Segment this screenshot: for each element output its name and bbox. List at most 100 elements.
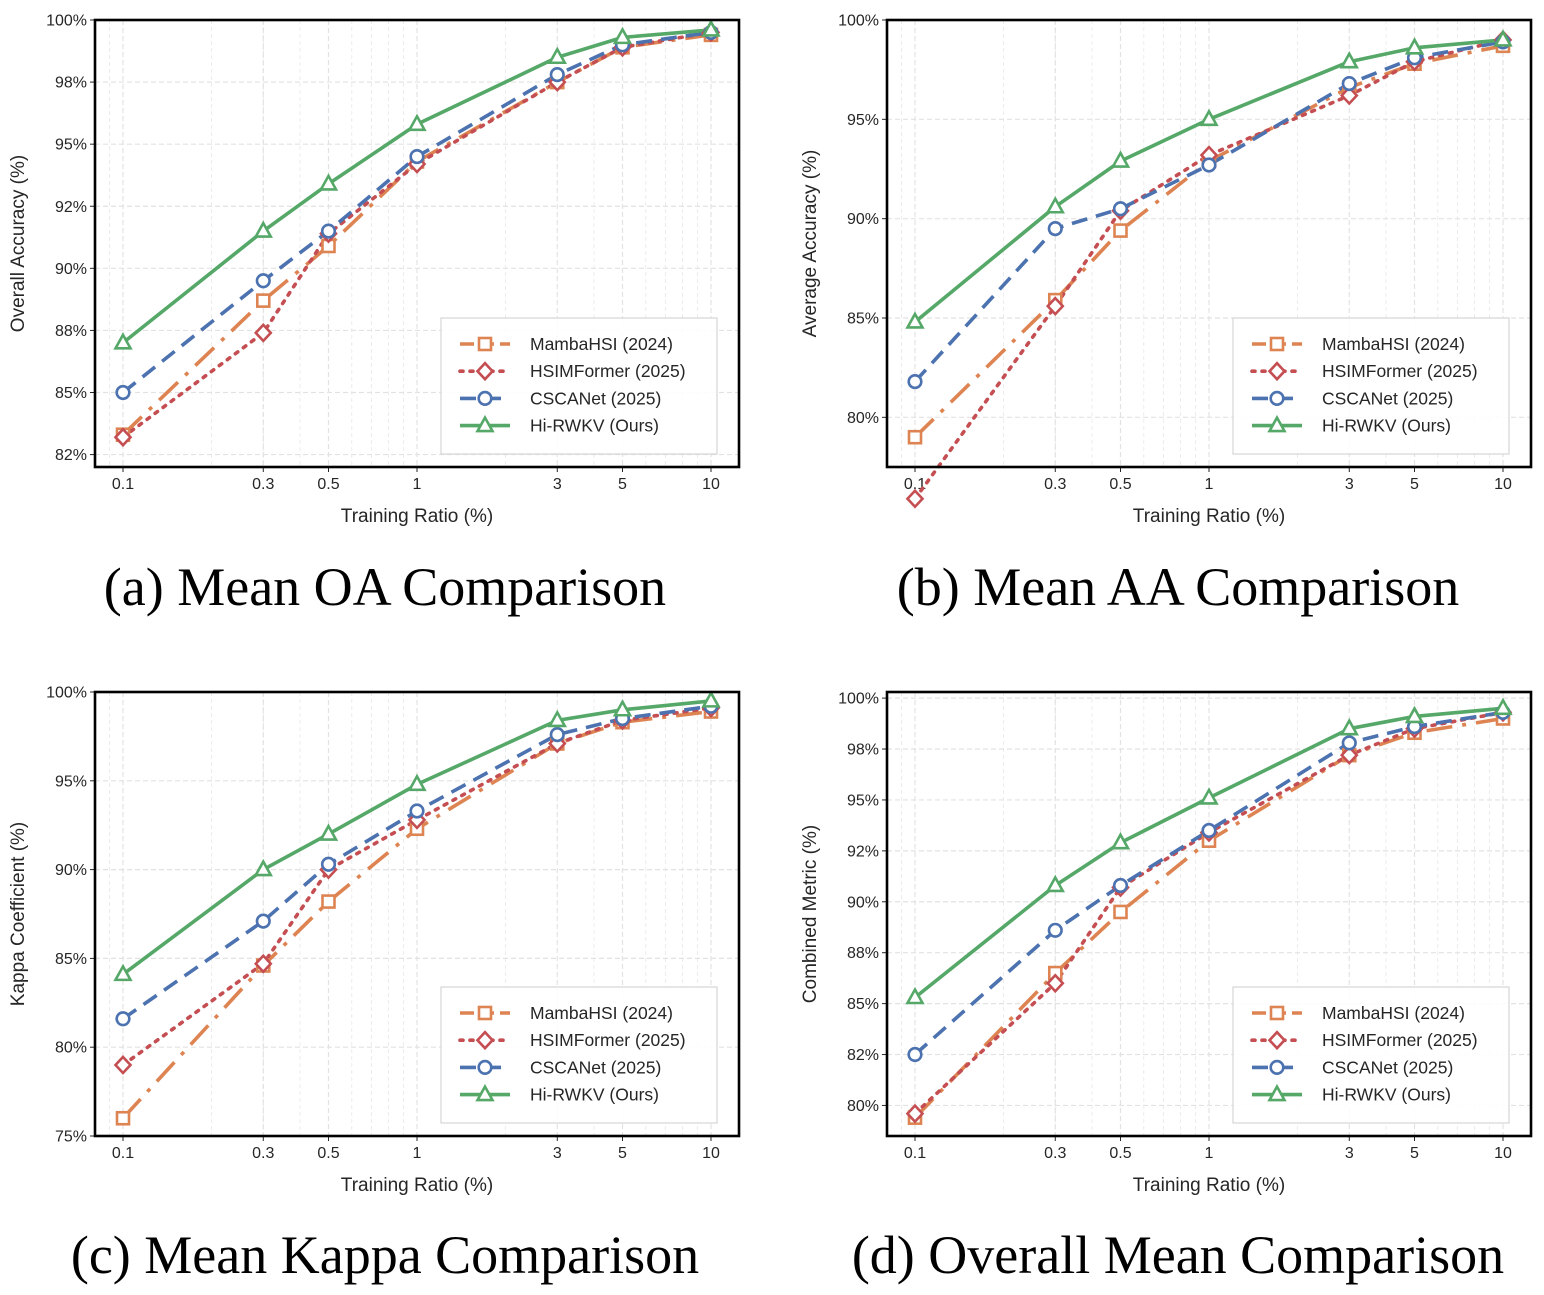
data-point	[1045, 973, 1065, 994]
y-tick-label: 95%	[847, 112, 879, 129]
x-tick-label: 0.5	[317, 1145, 339, 1162]
x-tick-label: 3	[553, 1145, 562, 1162]
y-tick-label: 92%	[847, 843, 879, 860]
y-tick-label: 98%	[847, 742, 879, 759]
legend-swatch-marker	[477, 1059, 493, 1075]
data-point	[253, 220, 273, 238]
data-point	[612, 26, 633, 45]
plot-frame	[885, 18, 1533, 469]
plot-frame	[885, 690, 1533, 1138]
legend-swatch-marker	[475, 1083, 495, 1102]
x-tick-label: 5	[1410, 1145, 1419, 1162]
data-point	[409, 148, 425, 165]
data-point	[253, 953, 273, 974]
chart-panel-a: (a) Mean OA Comparison 0.1 0.3 0.5 1 3 5 10 82%…	[8, 13, 741, 617]
y-tick-label: 90%	[847, 894, 879, 911]
y-tick-label: 82%	[847, 1047, 879, 1064]
legend-swatch-marker	[477, 336, 493, 352]
plot-frame	[93, 690, 741, 1138]
y-tick-label: 100%	[46, 13, 87, 30]
legend-label: MambaHSI (2024)	[1322, 334, 1465, 354]
y-tick-label: 95%	[55, 137, 87, 154]
x-axis-title: Training Ratio (%)	[1133, 1175, 1285, 1196]
chart-panel-c: (c) Mean Kappa Comparison 0.1 0.3 0.5 1 3 5 10…	[8, 685, 741, 1285]
legend-swatch-marker	[1269, 1005, 1285, 1021]
data-point	[253, 322, 273, 343]
legend-label: CSCANet (2025)	[1322, 1057, 1453, 1077]
y-tick-label: 82%	[55, 447, 87, 464]
data-point	[113, 1055, 133, 1075]
data-point	[1404, 705, 1425, 724]
data-point	[407, 113, 427, 132]
data-point	[1045, 296, 1065, 316]
x-tick-label: 10	[702, 476, 720, 493]
y-tick-label: 88%	[55, 323, 87, 340]
legend-label: CSCANet (2025)	[530, 388, 661, 408]
y-tick-label: 90%	[847, 211, 879, 228]
data-point	[1339, 717, 1359, 736]
data-point	[547, 709, 567, 728]
y-tick-label: 90%	[55, 862, 87, 879]
legend-swatch-marker	[1267, 1030, 1287, 1051]
legend-label: MambaHSI (2024)	[1322, 1003, 1465, 1023]
data-point	[113, 332, 133, 350]
x-tick-label: 10	[1494, 1145, 1512, 1162]
legend-label: CSCANet (2025)	[530, 1057, 661, 1077]
legend-label: Hi-RWKV (Ours)	[1322, 1085, 1451, 1105]
data-point	[115, 384, 131, 401]
data-point	[113, 427, 133, 448]
x-tick-label: 10	[1494, 476, 1512, 493]
y-tick-label: 85%	[55, 951, 87, 968]
data-point	[907, 1046, 923, 1063]
data-point	[549, 67, 565, 83]
legend-swatch-marker	[475, 1030, 495, 1051]
legend: MambaHSI (2024) HSIMFormer (2025) CSCANet …	[1232, 986, 1510, 1124]
y-tick-label: 92%	[55, 199, 87, 216]
legend: MambaHSI (2024) HSIMFormer (2025) CSCANet …	[440, 317, 718, 455]
legend-swatch-marker	[1267, 361, 1287, 382]
y-axis-title: Combined Metric (%)	[800, 825, 821, 1003]
legend-label: HSIMFormer (2025)	[530, 361, 686, 381]
x-tick-label: 5	[618, 476, 627, 493]
y-axis-title: Overall Accuracy (%)	[8, 155, 29, 332]
data-point	[409, 803, 425, 819]
x-tick-label: 1	[1205, 1145, 1214, 1162]
legend-label: HSIMFormer (2025)	[530, 1030, 686, 1050]
x-axis-title: Training Ratio (%)	[1133, 506, 1285, 527]
data-point	[612, 699, 633, 717]
data-point	[407, 773, 427, 792]
chart-panel-d: (d) Overall Mean Comparison 0.1 0.3 0.5 1 3 5…	[800, 690, 1533, 1285]
x-tick-label: 3	[1345, 476, 1354, 493]
chart-panel-b: (b) Mean AA Comparison 0.1 0.3 0.5 1 3 5 1080%…	[800, 13, 1533, 617]
x-tick-label: 0.1	[112, 1145, 134, 1162]
legend-swatch-marker	[1269, 336, 1285, 352]
legend-swatch-marker	[1269, 390, 1285, 407]
y-tick-label: 88%	[847, 945, 879, 962]
data-point	[115, 1110, 131, 1126]
y-tick-label: 100%	[46, 685, 87, 702]
legend-swatch-marker	[475, 361, 495, 382]
data-point	[905, 488, 925, 509]
x-tick-label: 1	[1205, 476, 1214, 493]
caption-c: (c) Mean Kappa Comparison	[71, 1225, 699, 1285]
caption-b: (b) Mean AA Comparison	[897, 557, 1459, 617]
x-tick-label: 1	[413, 1145, 422, 1162]
data-point	[907, 373, 923, 390]
x-tick-label: 3	[1345, 1145, 1354, 1162]
data-point	[1199, 108, 1219, 127]
data-point	[905, 986, 925, 1005]
legend: MambaHSI (2024) HSIMFormer (2025) CSCANet …	[440, 986, 718, 1124]
data-point	[113, 963, 133, 982]
y-tick-label: 85%	[847, 996, 879, 1013]
data-point	[1112, 877, 1129, 894]
data-point	[1110, 832, 1131, 850]
data-point	[115, 1011, 131, 1027]
x-tick-label: 0.1	[904, 1145, 926, 1162]
x-tick-label: 0.3	[1044, 476, 1066, 493]
legend-swatch-marker	[1267, 414, 1287, 433]
legend-label: HSIMFormer (2025)	[1322, 361, 1478, 381]
legend-label: HSIMFormer (2025)	[1322, 1030, 1478, 1050]
data-point	[547, 46, 567, 65]
x-axis-title: Training Ratio (%)	[341, 506, 493, 527]
